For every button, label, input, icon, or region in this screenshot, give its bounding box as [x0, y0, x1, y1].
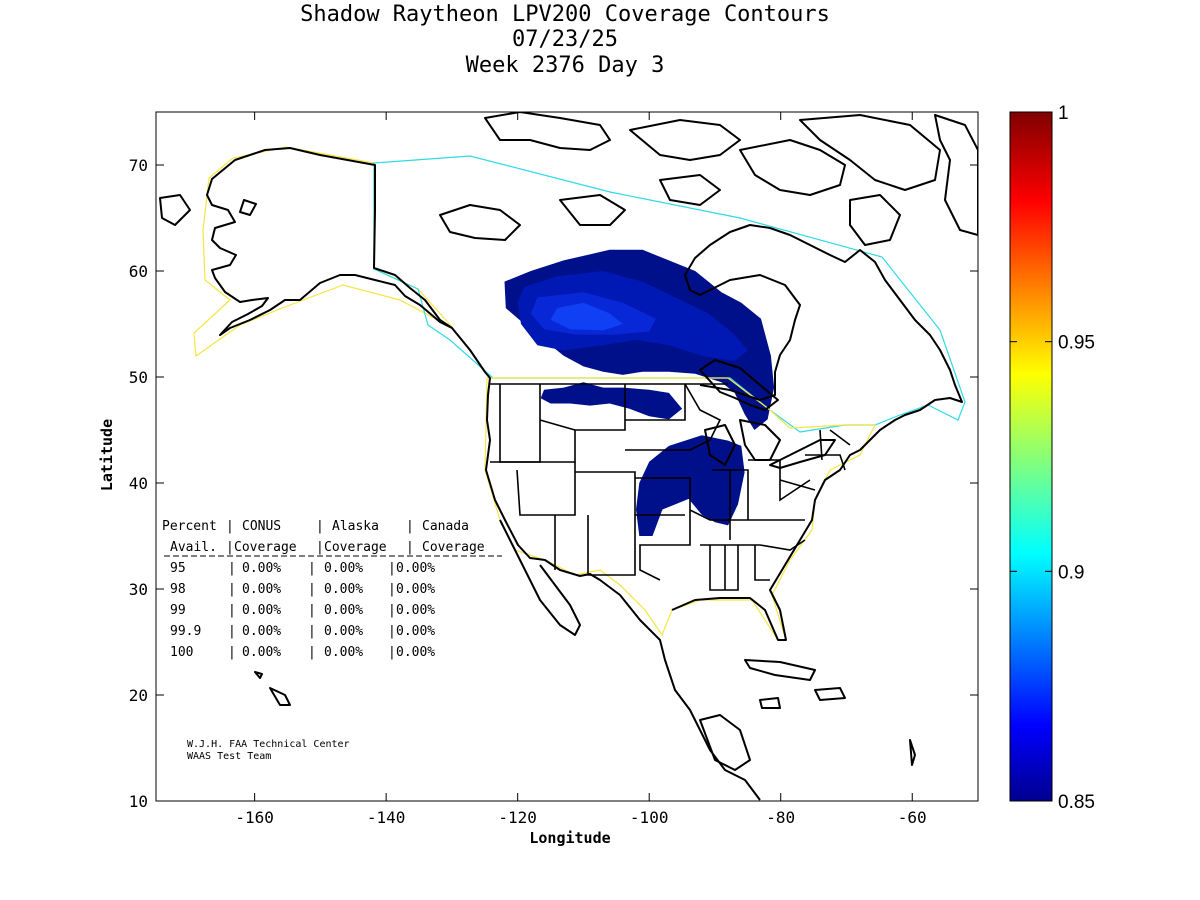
table-divider: | [316, 519, 324, 534]
table-cell: 0.00% [396, 645, 435, 660]
table-rows: 95 0.00% 0.00% 0.00%| | |98 0.00% 0.00% 0.00%| | |… [170, 561, 435, 660]
colorbar-ticks: 0.85 0.9 0.95 1 [1010, 103, 1095, 813]
x-tick-label: -80 [766, 808, 795, 827]
table-header-percent: Percent [162, 519, 217, 534]
state-boundaries [490, 383, 851, 591]
table-divider: | [308, 624, 316, 639]
table-divider: | [308, 582, 316, 597]
colorbar-tick-label: 0.95 [1058, 333, 1095, 354]
table-cell: 0.00% [396, 582, 435, 597]
table-cell: 0.00% [242, 561, 281, 576]
table-divider: | [388, 561, 396, 576]
credit-line-2: WAAS Test Team [187, 751, 271, 762]
table-cell: 0.00% [396, 603, 435, 618]
table-divider: | [316, 540, 324, 555]
y-tick-label: 60 [129, 262, 148, 281]
table-cell: 0.00% [242, 603, 281, 618]
table-cell: 0.00% [242, 624, 281, 639]
table-header-conus: CONUS [242, 519, 281, 534]
table-cell: 99.9 [170, 624, 201, 639]
table-cell: 0.00% [396, 561, 435, 576]
table-header-alaska: Alaska [332, 519, 379, 534]
y-tick-label: 30 [129, 580, 148, 599]
table-cell: 98 [170, 582, 186, 597]
table-header-canada: Canada [422, 519, 469, 534]
table-cell: 0.00% [324, 561, 363, 576]
table-divider: | [228, 561, 236, 576]
table-cell: 99 [170, 603, 186, 618]
title-line-3: Week 2376 Day 3 [466, 53, 665, 78]
table-divider: | [228, 603, 236, 618]
x-tick-label: -100 [630, 808, 669, 827]
table-divider: | [308, 603, 316, 618]
table-cell: 0.00% [242, 645, 281, 660]
y-tick-label: 50 [129, 368, 148, 387]
colorbar-tick-label: 0.9 [1058, 562, 1084, 583]
table-cell: 0.00% [324, 624, 363, 639]
table-divider: | [406, 519, 414, 534]
conus-service-area [484, 377, 876, 641]
colorbar [1009, 111, 1053, 802]
table-cell: 0.00% [324, 603, 363, 618]
table-divider: | [226, 519, 234, 534]
coastlines [159, 112, 978, 801]
table-divider: | [308, 645, 316, 660]
x-axis-label: Longitude [529, 829, 610, 847]
coverage-contours [504, 249, 775, 536]
table-subheader-conus: Coverage [234, 540, 297, 555]
table-divider: | [388, 582, 396, 597]
table-divider: | [388, 645, 396, 660]
axis-ticks [156, 112, 978, 802]
alaska-service-area [193, 146, 454, 358]
colorbar-tick-label: 0.85 [1058, 792, 1095, 813]
table-divider: | [228, 624, 236, 639]
x-tick-label: -120 [498, 808, 537, 827]
title-line-1: Shadow Raytheon LPV200 Coverage Contours [300, 2, 830, 27]
y-tick-label: 10 [129, 792, 148, 811]
credit-line-1: W.J.H. FAA Technical Center [187, 739, 350, 750]
table-cell: 95 [170, 561, 186, 576]
table-divider: | [228, 582, 236, 597]
x-tick-label: -60 [898, 808, 927, 827]
coverage-table: Percent | CONUS | Alaska | Canada Avail.… [162, 519, 502, 660]
table-subheader-canada: Coverage [422, 540, 485, 555]
table-divider: | [388, 624, 396, 639]
table-cell: 0.00% [396, 624, 435, 639]
table-divider: | [406, 540, 414, 555]
y-tick-label: 20 [129, 686, 148, 705]
tick-labels: -160 -140 -120 -100 -80 -60 10 20 30 40 50 60 70 [129, 156, 927, 827]
table-cell: 0.00% [324, 582, 363, 597]
table-cell: 100 [170, 645, 193, 660]
x-tick-label: -140 [367, 808, 406, 827]
contour-canada-core [550, 302, 623, 331]
table-divider: | [388, 603, 396, 618]
table-cell: 0.00% [242, 582, 281, 597]
table-cell: 0.00% [324, 645, 363, 660]
table-subheader-alaska: Coverage [324, 540, 387, 555]
table-divider: | [228, 645, 236, 660]
y-tick-label: 40 [129, 474, 148, 493]
map-area [159, 112, 978, 801]
x-tick-label: -160 [235, 808, 274, 827]
title-line-2: 07/23/25 [512, 27, 618, 52]
table-divider: | [308, 561, 316, 576]
table-divider: | [226, 540, 234, 555]
table-subheader-avail: Avail. [170, 540, 217, 555]
contour-montana-lobe [540, 382, 683, 420]
map-frame [155, 111, 979, 802]
y-tick-label: 70 [129, 156, 148, 175]
colorbar-tick-label: 1 [1058, 103, 1069, 124]
y-axis-label: Latitude [98, 419, 116, 491]
